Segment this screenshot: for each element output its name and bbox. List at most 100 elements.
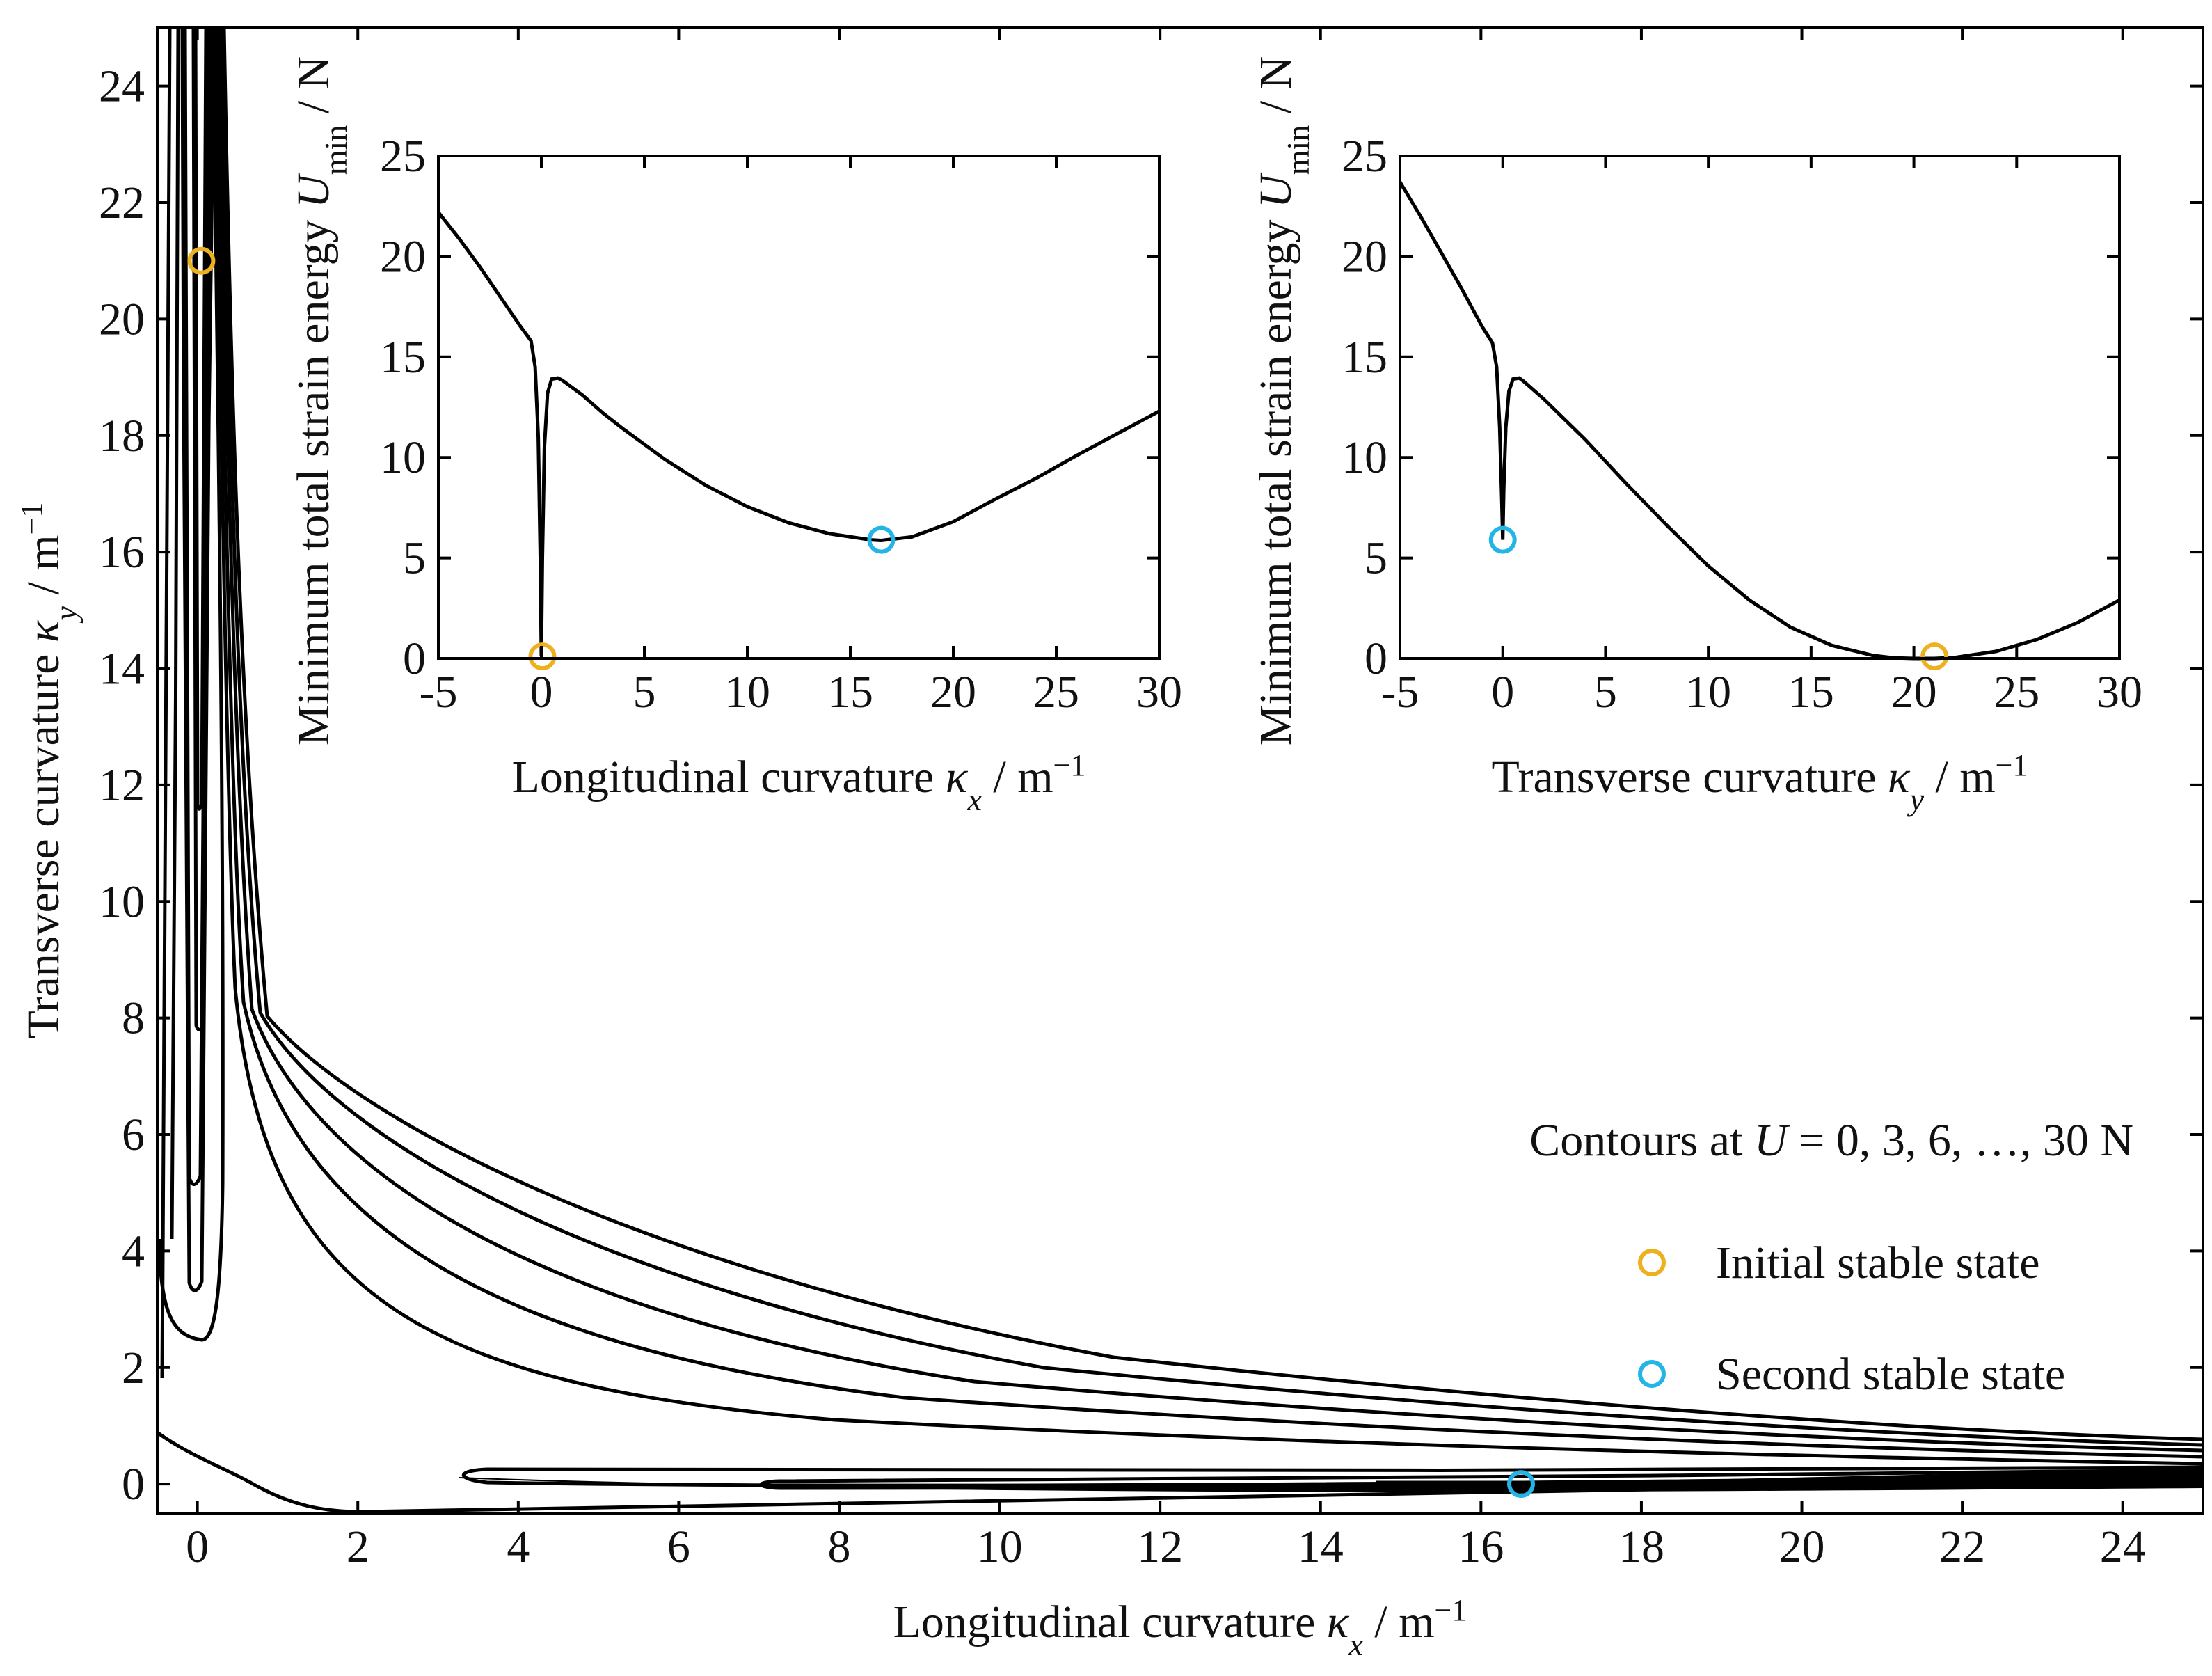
x-tick-label: 20 [930, 667, 976, 718]
inset-right-y-axis: 0 5 10 15 20 25 [1342, 131, 2119, 684]
x-tick-label: 10 [1685, 667, 1731, 718]
legend-marker-initial [1638, 1249, 1666, 1276]
x-tick-label: 12 [1137, 1521, 1183, 1572]
inset-left-y-axis: 0 5 10 15 20 25 [380, 131, 1159, 684]
x-tick-label: 0 [530, 667, 553, 718]
inset-right-x-axis-title: Transverse curvature κy / m−1 [1491, 748, 2028, 817]
y-tick-label: 10 [1342, 432, 1387, 483]
x-tick-label: 30 [2096, 667, 2142, 718]
y-tick-label: 12 [99, 760, 145, 811]
initial-stable-state-marker [187, 246, 216, 275]
y-tick-label: 20 [380, 231, 426, 282]
x-tick-label: 20 [1891, 667, 1937, 718]
y-tick-label: 24 [99, 61, 145, 112]
x-tick-label: 4 [507, 1521, 530, 1572]
contour-line [191, 28, 211, 1031]
contour-line [157, 28, 225, 1342]
x-tick-label: 20 [1779, 1521, 1825, 1572]
contour-line [220, 28, 2203, 1447]
second-stable-state-marker [1507, 1470, 1535, 1499]
legend-label-initial: Initial stable state [1716, 1238, 2040, 1288]
y-tick-label: 18 [99, 411, 145, 461]
second-stable-state-marker [867, 525, 896, 554]
y-tick-label: 22 [99, 177, 145, 228]
x-tick-label: -5 [420, 667, 458, 718]
inset-right-x-axis: -5 0 5 10 15 20 25 30 [1381, 156, 2142, 718]
y-tick-label: 20 [99, 294, 145, 345]
inset-right-plot-area [1400, 156, 2119, 658]
inset-left-markers [528, 525, 896, 671]
inset-left-energy-curve [437, 211, 1161, 657]
x-tick-label: 15 [827, 667, 873, 718]
initial-stable-state-marker [528, 642, 557, 671]
contour-annotation: Contours at U = 0, 3, 6, …, 30 N [1529, 1115, 2133, 1166]
y-tick-label: 14 [99, 644, 145, 695]
x-tick-label: 0 [186, 1521, 209, 1572]
y-tick-label: 15 [380, 332, 426, 383]
y-tick-label: 25 [380, 131, 426, 182]
contour-line [218, 28, 2203, 1453]
y-tick-label: 0 [1364, 633, 1387, 684]
x-tick-label: 10 [724, 667, 770, 718]
main-y-axis-title: Transverse curvature κy / m−1 [15, 502, 83, 1038]
x-tick-label: 2 [347, 1521, 369, 1572]
legend: Initial stable state Second stable state [1638, 1238, 2065, 1400]
x-tick-label: 24 [2100, 1521, 2146, 1572]
inset-right-frame [1399, 155, 2121, 660]
initial-stable-state-marker [1920, 642, 1949, 671]
inset-left-x-axis-title: Longitudinal curvature κx / m−1 [512, 748, 1086, 817]
x-tick-label: 22 [1939, 1521, 1985, 1572]
x-tick-label: 25 [1033, 667, 1079, 718]
y-tick-label: 6 [122, 1109, 145, 1160]
contour-line [170, 28, 180, 1240]
contour-line [214, 28, 2203, 1466]
x-tick-label: -5 [1381, 667, 1419, 718]
contour-line [222, 28, 2203, 1441]
x-tick-label: 0 [1491, 667, 1514, 718]
x-tick-label: 15 [1788, 667, 1834, 718]
x-tick-label: 10 [977, 1521, 1023, 1572]
main-markers [187, 246, 1535, 1499]
x-tick-label: 25 [1994, 667, 2039, 718]
inset-left-plot-area [438, 156, 1159, 658]
inset-right-markers [1488, 525, 1949, 671]
legend-marker-second [1638, 1360, 1666, 1388]
y-tick-label: 0 [122, 1459, 145, 1510]
x-tick-label: 30 [1136, 667, 1182, 718]
y-tick-label: 2 [122, 1343, 145, 1393]
legend-label-second: Second stable state [1716, 1349, 2065, 1400]
x-tick-label: 8 [828, 1521, 851, 1572]
y-tick-label: 15 [1342, 332, 1387, 383]
y-tick-label: 25 [1342, 131, 1387, 182]
x-tick-label: 5 [1594, 667, 1617, 718]
y-tick-label: 10 [380, 432, 426, 483]
x-tick-label: 6 [667, 1521, 690, 1572]
x-tick-label: 5 [633, 667, 656, 718]
inset-right-plot: -5 0 5 10 15 20 25 30 0 5 10 15 20 25 Transverse cur… [1250, 56, 2142, 817]
y-tick-label: 5 [403, 533, 426, 584]
y-tick-label: 16 [99, 527, 145, 578]
second-stable-state-marker [1488, 525, 1517, 554]
x-tick-label: 14 [1298, 1521, 1344, 1572]
inset-left-x-axis: -5 0 5 10 15 20 25 30 [420, 156, 1182, 718]
contour-line [1376, 1480, 1671, 1486]
main-x-axis-title: Longitudinal curvature κx / m−1 [893, 1593, 1467, 1662]
y-tick-label: 0 [403, 633, 426, 684]
contour-line [759, 1468, 2203, 1490]
main-plot-frame [156, 26, 2204, 1515]
y-tick-label: 4 [122, 1226, 145, 1276]
y-tick-label: 8 [122, 993, 145, 1044]
contour-line [157, 1430, 2203, 1513]
y-tick-label: 5 [1364, 533, 1387, 584]
contour-line [216, 28, 2203, 1459]
y-tick-label: 10 [99, 876, 145, 927]
inset-left-y-axis-title: Minimum total strain energy Umin / N [288, 56, 353, 746]
inset-right-y-axis-title: Minimum total strain energy Umin / N [1250, 56, 1316, 746]
x-tick-label: 18 [1618, 1521, 1664, 1572]
x-tick-label: 16 [1458, 1521, 1504, 1572]
contour-lines [157, 28, 2203, 1513]
contour-line [193, 28, 208, 811]
